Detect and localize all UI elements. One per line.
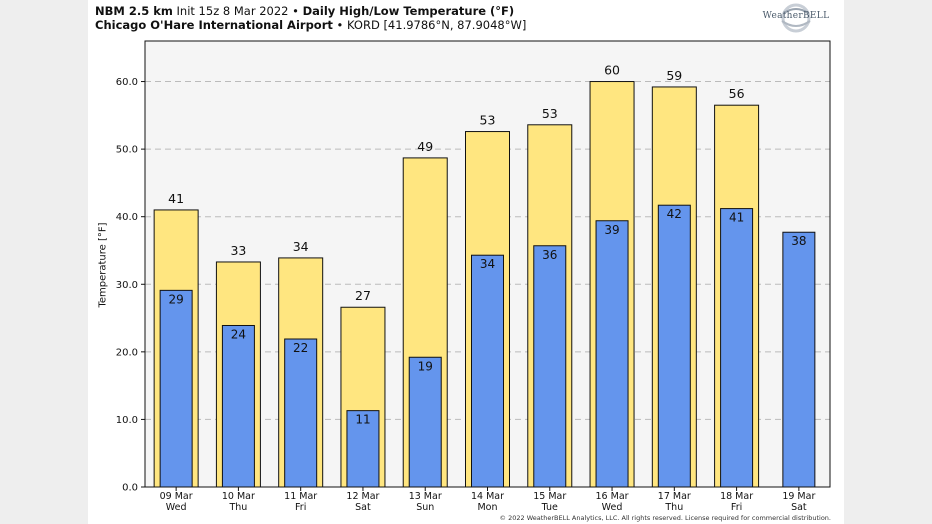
low-bar [595, 220, 629, 488]
low-value-label: 42 [667, 207, 682, 221]
high-value-label: 27 [355, 288, 371, 303]
left-margin [0, 0, 88, 524]
low-bar [284, 338, 318, 488]
low-value-label: 41 [729, 211, 744, 225]
low-bar [408, 356, 442, 488]
low-bar [533, 245, 567, 488]
high-value-label: 34 [293, 239, 309, 254]
swirl-logo-icon [781, 3, 811, 33]
high-value-label: 59 [666, 68, 682, 83]
plot-frame [144, 40, 831, 488]
high-value-label: 60 [604, 63, 620, 78]
low-bar [782, 231, 816, 488]
logo-text: WeatherBELL [762, 11, 830, 21]
low-value-label: 38 [791, 234, 806, 248]
x-tick-date: 13 Mar [409, 491, 442, 502]
low-bar [720, 208, 754, 488]
x-tick-day: Fri [731, 502, 742, 513]
x-tick-date: 17 Mar [658, 491, 691, 502]
high-value-label: 53 [480, 113, 496, 128]
low-value-label: 19 [418, 359, 433, 373]
weatherbell-logo: WeatherBELL [760, 3, 832, 33]
x-tick-day: Sat [791, 502, 807, 513]
x-tick-day: Fri [295, 502, 306, 513]
x-tick-date: 19 Mar [782, 491, 815, 502]
x-tick-day: Tue [541, 502, 558, 513]
right-margin [844, 0, 932, 524]
station-id: KORD [41.9786°N, 87.9048°W] [346, 18, 527, 32]
header-line-1: NBM 2.5 km Init 15z 8 Mar 2022 • Daily H… [95, 4, 514, 18]
low-bar [346, 410, 380, 488]
x-tick-day: Mon [477, 502, 497, 513]
y-tick-label: 60.0 [116, 77, 138, 88]
x-tick-day: Wed [602, 502, 623, 513]
x-tick-date: 16 Mar [596, 491, 629, 502]
high-value-label: 53 [542, 106, 558, 121]
model-name: NBM 2.5 km [95, 4, 173, 18]
high-value-label: 33 [230, 243, 246, 258]
high-value-label: 41 [168, 191, 184, 206]
low-value-label: 11 [355, 413, 370, 427]
init-time: Init 15z 8 Mar 2022 [176, 4, 289, 18]
x-tick-day: Wed [166, 502, 187, 513]
y-axis-label: Temperature [°F] [97, 222, 109, 308]
low-value-label: 29 [168, 292, 183, 306]
low-value-label: 34 [480, 257, 495, 271]
low-bar [657, 204, 691, 488]
y-tick-label: 10.0 [116, 415, 138, 426]
station-name: Chicago O'Hare International Airport [95, 18, 333, 32]
y-tick-label: 20.0 [116, 347, 138, 358]
high-value-label: 56 [729, 86, 745, 101]
y-tick-label: 40.0 [116, 212, 138, 223]
x-tick-date: 14 Mar [471, 491, 504, 502]
x-tick-date: 12 Mar [346, 491, 379, 502]
y-tick-label: 0.0 [122, 483, 138, 494]
header-line-2: Chicago O'Hare International Airport • K… [95, 18, 526, 32]
x-tick-date: 18 Mar [720, 491, 753, 502]
x-tick-day: Sun [416, 502, 434, 513]
low-bar [159, 289, 193, 488]
bullet-1: • [292, 4, 299, 18]
product-title: Daily High/Low Temperature (°F) [302, 4, 515, 18]
copyright-footer: © 2022 WeatherBELL Analytics, LLC. All r… [499, 514, 831, 522]
low-value-label: 22 [293, 341, 308, 355]
x-tick-date: 10 Mar [222, 491, 255, 502]
low-bar [471, 254, 504, 488]
bullet-2: • [336, 18, 344, 32]
y-tick-label: 30.0 [116, 280, 138, 291]
low-value-label: 39 [604, 223, 619, 237]
low-bar [221, 324, 255, 488]
x-tick-date: 11 Mar [284, 491, 317, 502]
high-value-label: 49 [417, 139, 433, 154]
x-tick-day: Sat [355, 502, 371, 513]
low-value-label: 24 [231, 327, 246, 341]
x-tick-date: 15 Mar [533, 491, 566, 502]
x-tick-day: Thu [664, 502, 683, 513]
low-value-label: 36 [542, 248, 557, 262]
y-tick-label: 50.0 [116, 145, 138, 156]
x-tick-date: 09 Mar [160, 491, 193, 502]
x-tick-day: Thu [228, 502, 247, 513]
